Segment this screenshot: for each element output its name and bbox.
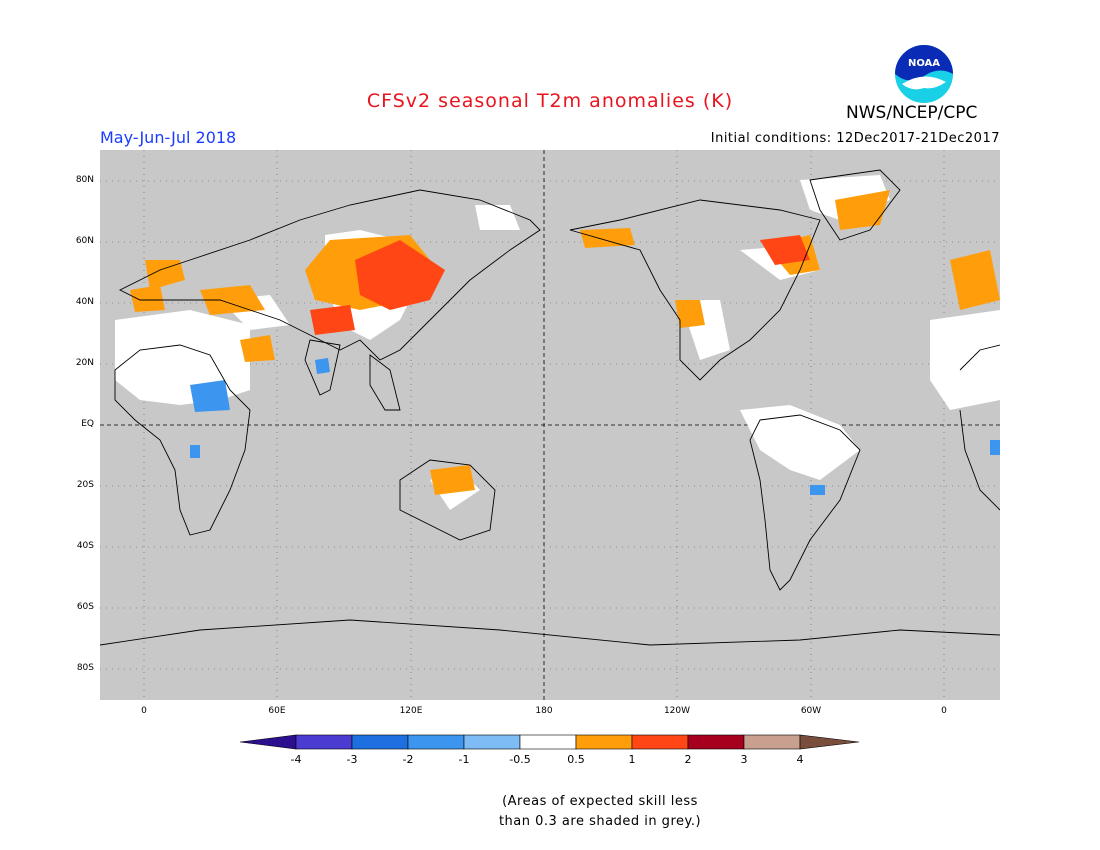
- legend-swatch: [463, 734, 521, 750]
- lat-label: 80S: [76, 663, 94, 673]
- agency-label: NWS/NCEP/CPC: [846, 103, 978, 123]
- legend-label: 2: [684, 753, 692, 766]
- hot-anomaly-areas: [310, 235, 810, 335]
- skill-note-line: (Areas of expected skill less: [502, 794, 698, 809]
- legend-label: -3: [346, 753, 358, 766]
- legend-swatch: [799, 734, 860, 750]
- legend-label: 0.5: [567, 753, 585, 766]
- lat-label: 60S: [76, 602, 94, 612]
- world-map: [100, 150, 1000, 700]
- map-reference-lines: [100, 150, 1000, 700]
- legend-swatch: [407, 734, 465, 750]
- legend-label: -4: [290, 753, 302, 766]
- legend-swatch: [519, 734, 577, 750]
- legend-swatch: [687, 734, 745, 750]
- legend-swatch: [631, 734, 689, 750]
- lat-label: 40N: [75, 297, 94, 307]
- lat-label: 80N: [75, 175, 94, 185]
- legend-label: 1: [628, 753, 636, 766]
- lat-label: 40S: [76, 541, 94, 551]
- lon-label: 180: [535, 706, 553, 716]
- legend-label: -0.5: [509, 753, 531, 766]
- lon-label: 0: [941, 706, 947, 716]
- coastlines: [100, 169, 1000, 646]
- color-legend: [240, 734, 860, 750]
- logo-text: NOAA: [908, 58, 940, 69]
- lon-label: 120W: [663, 706, 691, 716]
- lon-label: 60E: [268, 706, 286, 716]
- legend-swatch: [295, 734, 353, 750]
- legend-label: -2: [402, 753, 414, 766]
- noaa-logo: NOAA: [895, 45, 953, 103]
- legend-label: 3: [740, 753, 748, 766]
- legend-swatch: [575, 734, 633, 750]
- lat-label: 20S: [76, 480, 94, 490]
- legend-label: -1: [458, 753, 470, 766]
- legend-label: 4: [796, 753, 804, 766]
- lon-label: 60W: [800, 706, 822, 716]
- forecast-period: May-Jun-Jul 2018: [100, 128, 237, 147]
- legend-swatch: [240, 734, 297, 750]
- lat-label: EQ: [81, 419, 94, 429]
- lon-label: 120E: [399, 706, 423, 716]
- skill-note: (Areas of expected skill less than 0.3 a…: [440, 792, 760, 832]
- lon-label: 0: [141, 706, 147, 716]
- lat-label: 20N: [75, 358, 94, 368]
- legend-swatch: [743, 734, 801, 750]
- cool-anomaly-areas: [190, 358, 1000, 495]
- skill-note-line: than 0.3 are shaded in grey.): [498, 814, 702, 829]
- lat-label: 60N: [75, 236, 94, 246]
- legend-swatch: [351, 734, 409, 750]
- initial-conditions: Initial conditions: 12Dec2017-21Dec2017: [710, 131, 1000, 146]
- chart-title: CFSv2 seasonal T2m anomalies (K): [366, 90, 734, 112]
